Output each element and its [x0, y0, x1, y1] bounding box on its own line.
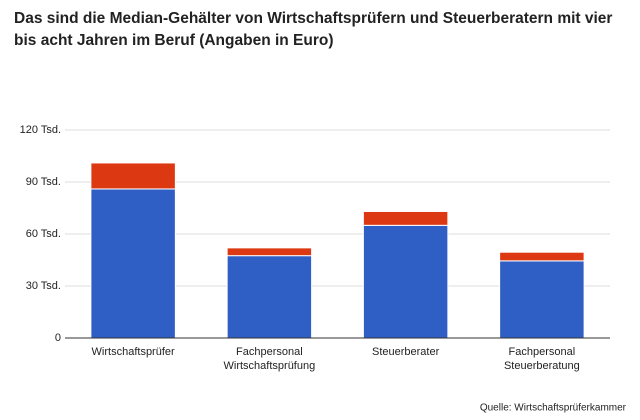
y-tick-label: 120 Tsd.	[20, 124, 61, 136]
x-tick-label: Fachpersonal	[509, 346, 576, 358]
y-tick-label: 0	[55, 332, 61, 344]
bar-segment	[362, 224, 449, 339]
y-tick-label: 30 Tsd.	[26, 280, 61, 292]
x-tick-label: Wirtschaftsprüfung	[224, 360, 316, 372]
bar-segment	[499, 251, 585, 262]
bar-segment	[226, 255, 313, 339]
bar-segment	[90, 188, 176, 339]
y-tick-label: 90 Tsd.	[26, 176, 61, 188]
x-tick-label: Fachpersonal	[236, 346, 303, 358]
x-tick-label: Steuerberater	[372, 346, 440, 358]
bar-segment	[226, 247, 313, 257]
bar-segment	[362, 210, 449, 226]
x-tick-label: Steuerberatung	[504, 360, 580, 372]
bar-segment	[90, 162, 176, 190]
y-tick-label: 60 Tsd.	[26, 228, 61, 240]
chart-title: Das sind die Median-Gehälter von Wirtsch…	[14, 10, 613, 49]
bar-segment	[499, 260, 585, 339]
source: Quelle: Wirtschaftsprüferkammer	[480, 403, 627, 414]
x-tick-label: Wirtschaftsprüfer	[92, 346, 175, 358]
